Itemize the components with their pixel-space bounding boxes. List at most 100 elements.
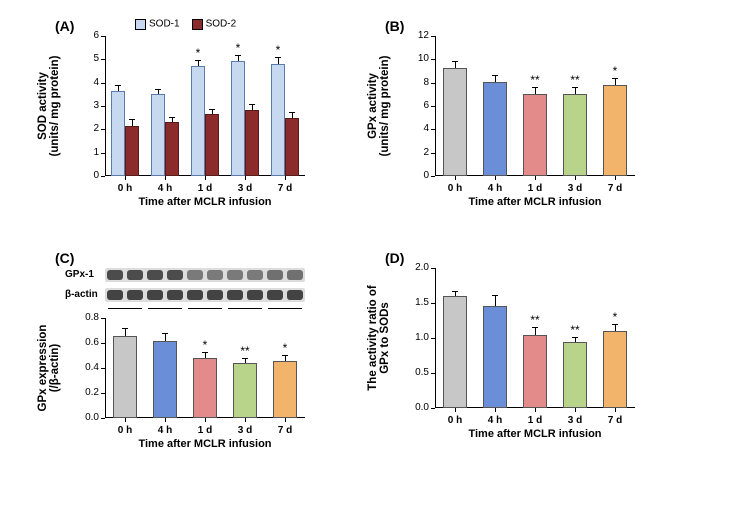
sig-marker: * (607, 310, 623, 324)
ytick: 2 (399, 147, 429, 158)
sig-marker: ** (567, 323, 583, 337)
xcat: 7 d (270, 425, 300, 436)
bar (113, 336, 137, 419)
bar (231, 61, 245, 177)
ytick: 0 (69, 170, 99, 181)
bar (483, 306, 507, 408)
xcat: 0 h (440, 183, 470, 194)
bar (111, 91, 125, 176)
ytick: 0.5 (399, 367, 429, 378)
legend-swatch (192, 19, 203, 30)
ytick: 4 (399, 123, 429, 134)
ytick: 12 (399, 30, 429, 41)
ytick: 0.4 (69, 362, 99, 373)
ytick: 2 (69, 123, 99, 134)
ylabel: SOD activity (units/ mg protein) (37, 26, 61, 186)
ytick: 5 (69, 53, 99, 64)
ytick: 0.2 (69, 387, 99, 398)
xcat: 7 d (600, 183, 630, 194)
sig-marker: * (232, 41, 244, 55)
bar (443, 296, 467, 408)
bar (193, 358, 217, 418)
ytick: 0.0 (69, 412, 99, 423)
bar (285, 118, 299, 176)
sig-marker: ** (237, 344, 253, 358)
bar (233, 363, 257, 418)
xcat: 4 h (480, 415, 510, 426)
legend-text: SOD-1 (149, 19, 180, 30)
xtitle: Time after MCLR infusion (435, 196, 635, 208)
sig-marker: * (197, 338, 213, 352)
xcat: 3 d (560, 415, 590, 426)
ytick: 0.6 (69, 337, 99, 348)
bar (165, 122, 179, 176)
xcat: 4 h (150, 425, 180, 436)
bar (271, 64, 285, 176)
bar (523, 335, 547, 409)
xcat: 0 h (440, 415, 470, 426)
chart-area-D: 0.00.51.01.52.00 h4 h1 d**3 d**7 d* (435, 268, 635, 408)
sig-marker: * (277, 341, 293, 355)
sig-marker: ** (527, 313, 543, 327)
ytick: 1 (69, 147, 99, 158)
xcat: 4 h (480, 183, 510, 194)
bar (523, 94, 547, 176)
blot-row-label: β-actin (65, 289, 98, 300)
bar (603, 85, 627, 176)
ytick: 8 (399, 77, 429, 88)
ytick: 6 (69, 30, 99, 41)
ytick: 3 (69, 100, 99, 111)
western-blot: GPx-1 β-actin (65, 268, 305, 318)
bar (125, 126, 139, 176)
bar (191, 66, 205, 176)
sig-marker: ** (527, 73, 543, 87)
legend-text: SOD-2 (206, 19, 237, 30)
ytick: 0.0 (399, 402, 429, 413)
ytick: 1.5 (399, 297, 429, 308)
bar (205, 114, 219, 176)
ytick: 2.0 (399, 262, 429, 273)
chart-area-B: 0246810120 h4 h1 d**3 d**7 d* (435, 36, 635, 176)
xcat: 4 h (150, 183, 180, 194)
ytick: 6 (399, 100, 429, 111)
ytick: 1.0 (399, 332, 429, 343)
xcat: 1 d (520, 415, 550, 426)
ytick: 4 (69, 77, 99, 88)
ytick: 0.8 (69, 312, 99, 323)
sig-marker: ** (567, 73, 583, 87)
xcat: 1 d (190, 425, 220, 436)
bar (563, 94, 587, 176)
xcat: 3 d (230, 425, 260, 436)
xcat: 0 h (110, 183, 140, 194)
xcat: 3 d (560, 183, 590, 194)
xcat: 3 d (230, 183, 260, 194)
bar (153, 341, 177, 419)
bar (483, 82, 507, 177)
ytick: 10 (399, 53, 429, 64)
bar (563, 342, 587, 408)
ylabel: The activity ratio of GPx to SODs (367, 258, 391, 418)
xcat: 7 d (270, 183, 300, 194)
sig-marker: * (607, 64, 623, 78)
bar (273, 361, 297, 419)
bar (603, 331, 627, 408)
ylabel: GPx expression (/β-actin) (37, 288, 61, 448)
ytick: 0 (399, 170, 429, 181)
ylabel: GPx activity (units/ mg protein) (367, 26, 391, 186)
xcat: 7 d (600, 415, 630, 426)
legend-swatch (135, 19, 146, 30)
xcat: 0 h (110, 425, 140, 436)
bar (245, 110, 259, 177)
legend: SOD-1 SOD-2 (135, 18, 248, 30)
blot-row-label: GPx-1 (65, 269, 94, 280)
sig-marker: * (272, 43, 284, 57)
xtitle: Time after MCLR infusion (105, 196, 305, 208)
xcat: 1 d (190, 183, 220, 194)
xcat: 1 d (520, 183, 550, 194)
sig-marker: * (192, 46, 204, 60)
xtitle: Time after MCLR infusion (435, 428, 635, 440)
bar (443, 68, 467, 177)
xtitle: Time after MCLR infusion (105, 438, 305, 450)
chart-area-C: 0.00.20.40.60.80 h4 h1 d*3 d**7 d* (105, 318, 305, 418)
panel-label-C: (C) (55, 250, 74, 266)
